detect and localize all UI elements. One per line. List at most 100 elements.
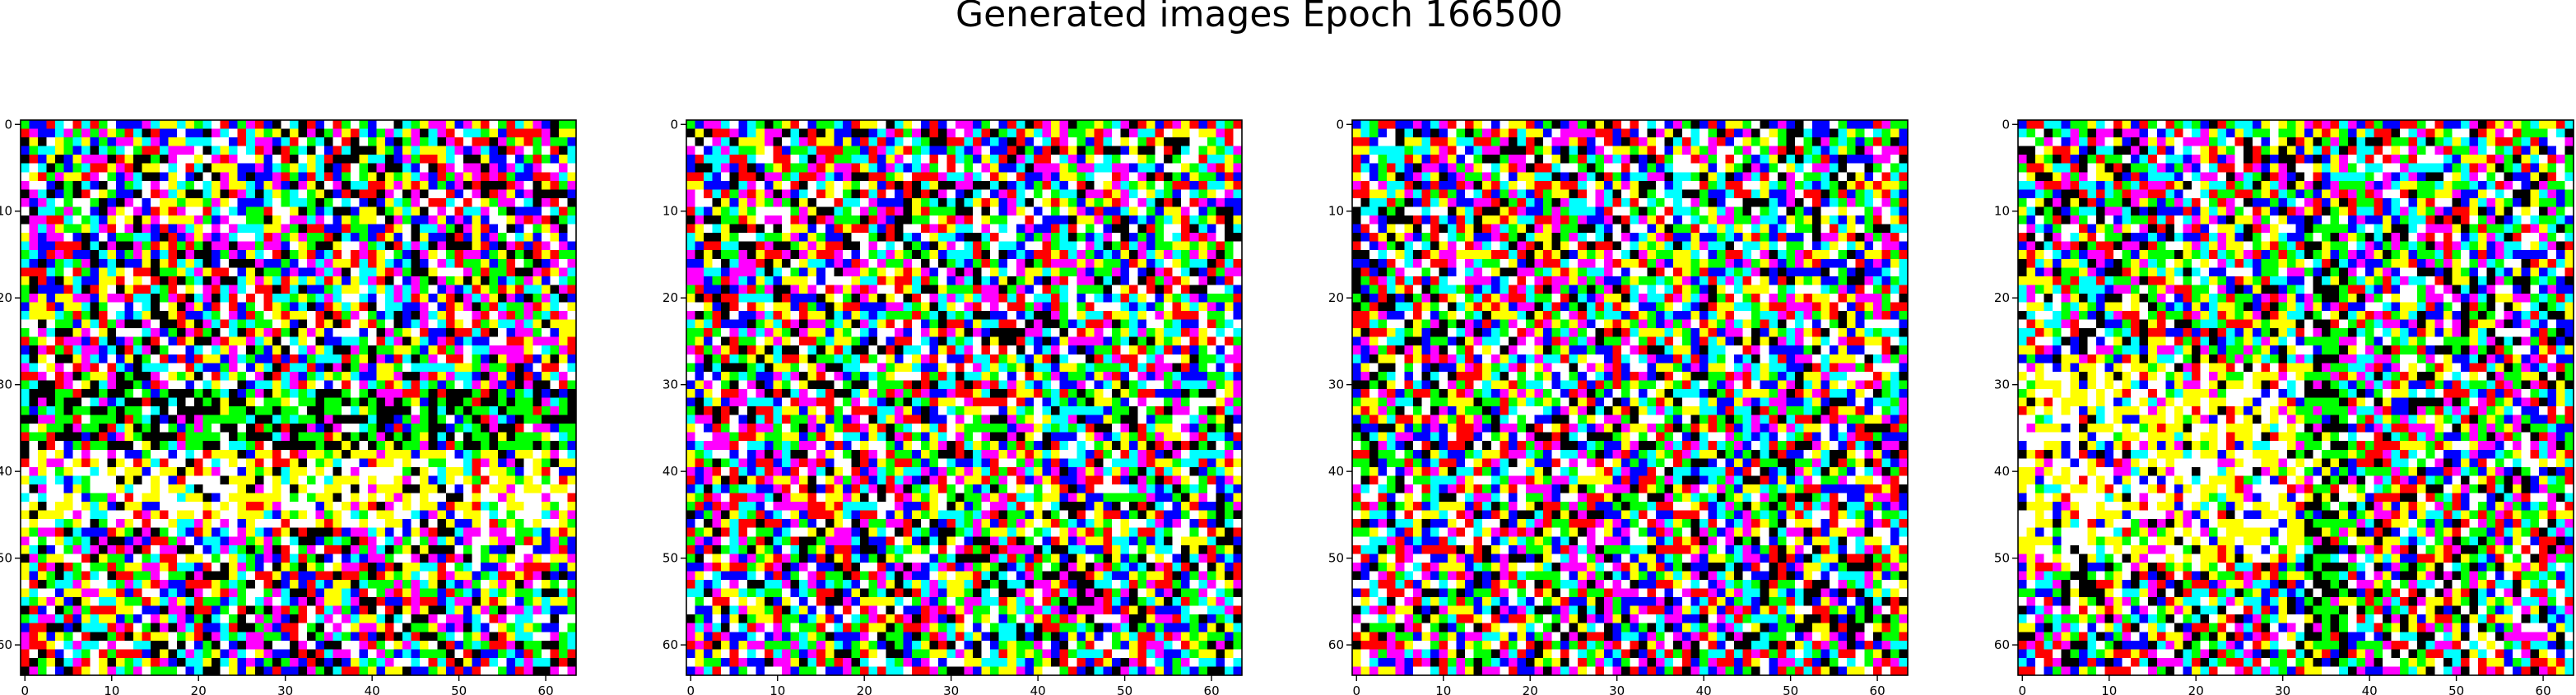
pixel: [229, 259, 238, 268]
pixel: [559, 181, 568, 190]
pixel: [446, 641, 455, 650]
pixel: [21, 372, 30, 381]
pixel: [177, 372, 186, 381]
pixel: [168, 597, 177, 606]
pixel: [808, 189, 817, 198]
pixel: [946, 120, 956, 129]
pixel: [221, 172, 230, 181]
pixel: [125, 398, 134, 407]
pixel: [246, 450, 255, 459]
pixel: [342, 250, 351, 259]
pixel: [559, 389, 568, 398]
pixel: [454, 519, 463, 528]
pixel: [21, 519, 30, 528]
pixel: [385, 554, 394, 563]
pixel: [567, 554, 576, 563]
pixel: [99, 475, 108, 484]
pixel: [738, 129, 747, 138]
pixel: [202, 389, 212, 398]
pixel: [229, 406, 238, 415]
pixel: [567, 458, 576, 467]
pixel: [55, 545, 64, 554]
pixel: [402, 129, 412, 138]
pixel: [904, 155, 913, 164]
pixel: [99, 206, 108, 215]
pixel: [125, 172, 134, 181]
pixel: [133, 511, 142, 520]
pixel: [160, 528, 169, 537]
pixel: [99, 302, 108, 311]
pixel: [221, 181, 230, 190]
pixel: [272, 649, 281, 658]
pixel: [851, 120, 860, 129]
pixel: [402, 433, 412, 442]
pixel: [202, 398, 212, 407]
pixel: [420, 354, 429, 364]
pixel: [64, 450, 73, 459]
pixel: [730, 129, 739, 138]
pixel: [272, 406, 281, 415]
pixel: [324, 536, 333, 545]
pixel: [1129, 225, 1138, 234]
pixel: [1007, 120, 1016, 129]
pixel: [133, 189, 142, 198]
pixel: [1042, 120, 1051, 129]
pixel: [498, 164, 507, 173]
pixel: [1016, 129, 1025, 138]
pixel: [490, 450, 499, 459]
pixel: [1155, 129, 1165, 138]
pixel: [263, 614, 272, 623]
pixel: [982, 189, 991, 198]
pixel: [151, 276, 160, 285]
pixel: [490, 623, 499, 632]
pixel: [1225, 120, 1234, 129]
pixel: [177, 137, 186, 146]
pixel: [376, 554, 385, 563]
pixel: [151, 450, 160, 459]
pixel: [229, 302, 238, 311]
pixel: [194, 354, 203, 364]
pixel: [498, 345, 507, 354]
pixel: [1077, 129, 1086, 138]
pixel: [281, 320, 290, 329]
pixel: [307, 189, 316, 198]
pixel: [246, 433, 255, 442]
pixel: [973, 120, 982, 129]
pixel: [1095, 164, 1104, 173]
pixel: [229, 120, 238, 129]
pixel: [30, 415, 39, 424]
pixel: [394, 189, 403, 198]
pixel: [72, 589, 81, 598]
pixel: [246, 484, 255, 493]
pixel: [490, 267, 499, 276]
pixel: [90, 146, 99, 155]
pixel: [30, 389, 39, 398]
pixel: [532, 181, 542, 190]
pixel: [21, 597, 30, 606]
pixel: [1077, 215, 1086, 225]
pixel: [333, 320, 342, 329]
pixel: [704, 155, 713, 164]
pixel: [342, 563, 351, 572]
pixel: [1155, 189, 1165, 198]
figure-title: Generated images Epoch 166500: [956, 0, 1563, 35]
pixel: [385, 206, 394, 215]
pixel: [229, 337, 238, 346]
pixel: [246, 345, 255, 354]
pixel: [342, 285, 351, 294]
pixel: [177, 623, 186, 632]
pixel: [567, 424, 576, 433]
pixel: [825, 181, 835, 190]
pixel: [221, 328, 230, 337]
pixel: [281, 563, 290, 572]
pixel: [686, 189, 695, 198]
pixel: [99, 242, 108, 251]
pixel: [429, 580, 438, 589]
pixel: [376, 606, 385, 615]
pixel: [185, 528, 194, 537]
pixel: [532, 554, 542, 563]
pixel: [107, 484, 116, 493]
pixel: [1198, 155, 1207, 164]
pixel: [385, 589, 394, 598]
pixel: [1034, 120, 1043, 129]
